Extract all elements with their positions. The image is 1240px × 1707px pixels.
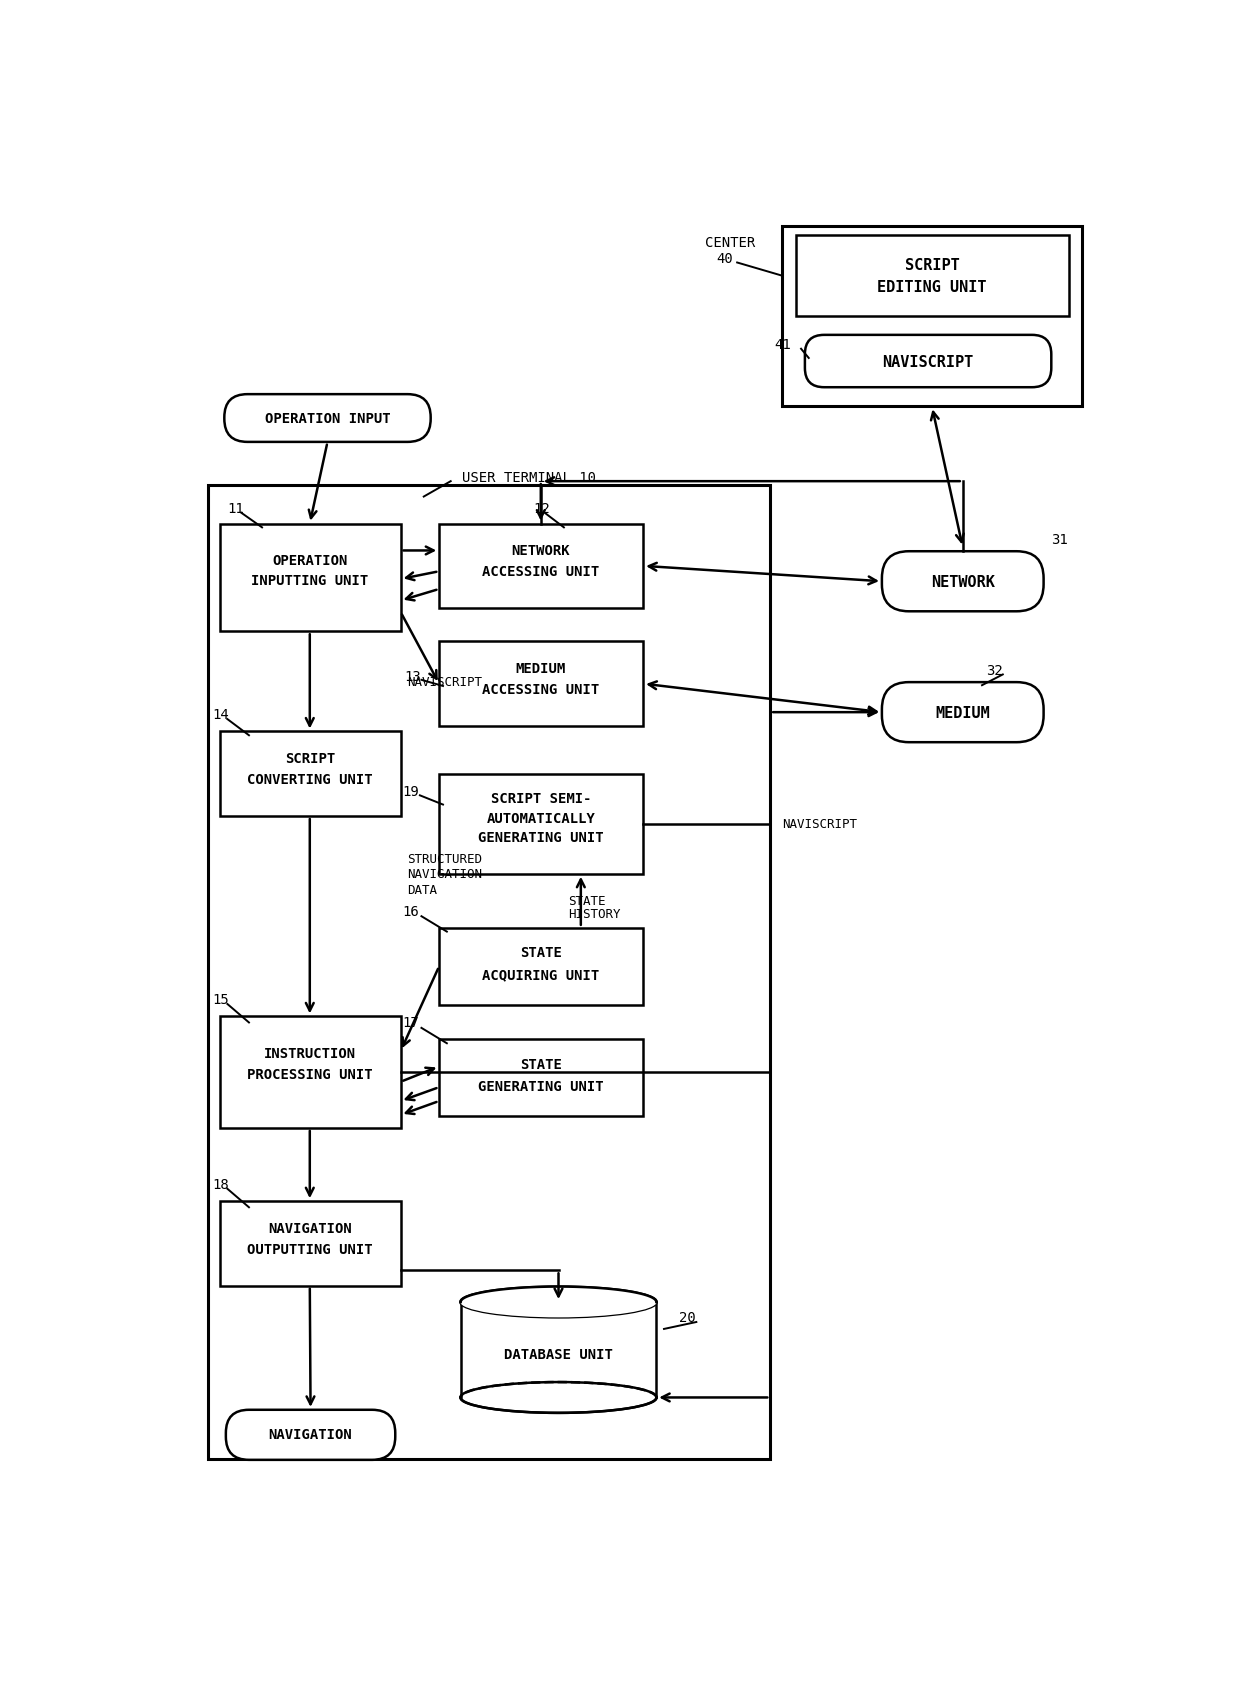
Text: STATE: STATE: [568, 894, 605, 908]
Text: OPERATION: OPERATION: [272, 555, 347, 568]
Text: CONVERTING UNIT: CONVERTING UNIT: [247, 773, 372, 787]
Text: 15: 15: [212, 993, 228, 1007]
FancyBboxPatch shape: [224, 394, 430, 442]
Bar: [219, 1202, 401, 1285]
Text: 12: 12: [533, 502, 549, 516]
Text: STATE: STATE: [520, 1057, 562, 1072]
Bar: [439, 775, 644, 874]
Text: STATE: STATE: [520, 946, 562, 959]
Text: 31: 31: [1052, 533, 1068, 546]
Text: NAVISCRIPT: NAVISCRIPT: [883, 355, 973, 369]
FancyBboxPatch shape: [882, 683, 1044, 743]
Bar: [439, 1040, 644, 1116]
Text: NAVIGATION: NAVIGATION: [269, 1427, 352, 1442]
FancyBboxPatch shape: [226, 1410, 396, 1459]
Text: 19: 19: [402, 784, 419, 799]
Text: PROCESSING UNIT: PROCESSING UNIT: [247, 1067, 372, 1082]
Text: 20: 20: [680, 1311, 696, 1325]
Text: AUTOMATICALLY: AUTOMATICALLY: [486, 811, 595, 824]
Text: GENERATING UNIT: GENERATING UNIT: [477, 1079, 604, 1092]
Bar: [219, 732, 401, 816]
Text: NAVIGATION: NAVIGATION: [268, 1221, 352, 1236]
Text: EDITING UNIT: EDITING UNIT: [877, 280, 987, 295]
Bar: [439, 642, 644, 727]
Bar: [208, 486, 770, 1459]
Text: 41: 41: [774, 338, 791, 352]
Text: ACCESSING UNIT: ACCESSING UNIT: [482, 565, 599, 579]
Text: SCRIPT: SCRIPT: [285, 751, 335, 766]
Text: CENTER: CENTER: [704, 236, 755, 251]
Text: MEDIUM: MEDIUM: [935, 705, 990, 720]
Text: NAVISCRIPT: NAVISCRIPT: [781, 818, 857, 831]
Text: INPUTTING UNIT: INPUTTING UNIT: [252, 574, 368, 589]
Text: SCRIPT SEMI-: SCRIPT SEMI-: [491, 792, 591, 806]
Text: INSTRUCTION: INSTRUCTION: [264, 1046, 356, 1060]
Text: HISTORY: HISTORY: [568, 908, 620, 920]
Text: GENERATING UNIT: GENERATING UNIT: [477, 830, 604, 845]
Text: STRUCTURED: STRUCTURED: [407, 852, 482, 865]
Text: SCRIPT: SCRIPT: [904, 258, 960, 273]
Text: NAVIGATION: NAVIGATION: [407, 867, 482, 881]
Text: DATABASE UNIT: DATABASE UNIT: [505, 1347, 613, 1360]
Bar: [796, 236, 1069, 316]
Text: 14: 14: [212, 708, 228, 722]
Bar: [219, 1017, 401, 1128]
Text: 18: 18: [212, 1178, 228, 1191]
Text: 13: 13: [404, 669, 422, 683]
Text: OUTPUTTING UNIT: OUTPUTTING UNIT: [247, 1243, 372, 1256]
Bar: [781, 227, 1083, 408]
Text: NAVISCRIPT: NAVISCRIPT: [407, 676, 482, 688]
Text: 16: 16: [402, 905, 419, 918]
Bar: [439, 524, 644, 609]
Text: 11: 11: [227, 502, 244, 516]
Bar: [219, 524, 401, 632]
Ellipse shape: [460, 1287, 657, 1318]
Bar: [439, 929, 644, 1005]
Text: USER TERMINAL 10: USER TERMINAL 10: [463, 471, 596, 485]
Text: ACCESSING UNIT: ACCESSING UNIT: [482, 683, 599, 696]
FancyBboxPatch shape: [805, 336, 1052, 387]
Text: NETWORK: NETWORK: [511, 545, 570, 558]
Text: MEDIUM: MEDIUM: [516, 662, 565, 676]
Text: OPERATION INPUT: OPERATION INPUT: [264, 411, 391, 425]
Text: 40: 40: [717, 251, 733, 266]
Ellipse shape: [460, 1287, 657, 1318]
Text: DATA: DATA: [407, 883, 436, 896]
Text: NETWORK: NETWORK: [931, 575, 994, 589]
Text: 17: 17: [402, 1016, 419, 1029]
FancyBboxPatch shape: [882, 551, 1044, 611]
Ellipse shape: [460, 1383, 657, 1413]
Text: ACQUIRING UNIT: ACQUIRING UNIT: [482, 968, 599, 982]
Text: 32: 32: [986, 664, 1003, 678]
